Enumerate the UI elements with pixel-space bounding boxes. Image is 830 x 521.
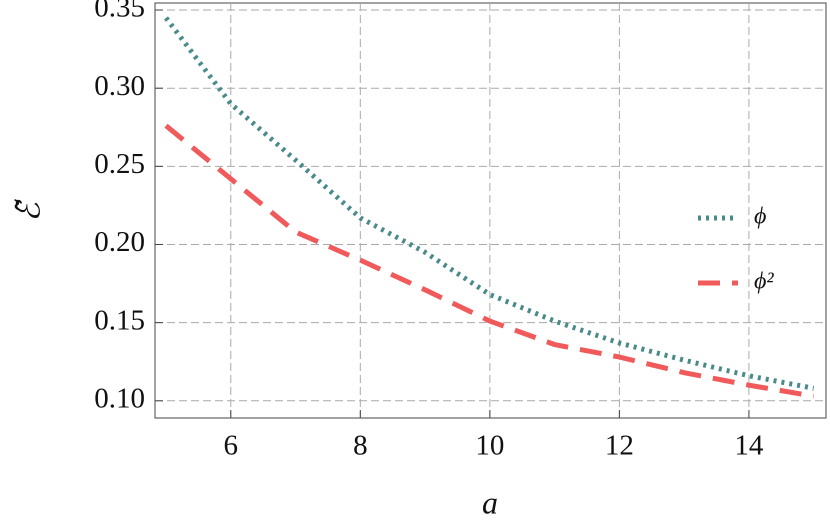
x-axis-label: a [482, 484, 498, 520]
x-tick-label: 12 [605, 430, 634, 462]
y-tick-label: 0.20 [94, 226, 145, 258]
y-tick-label: 0.35 [94, 0, 145, 24]
y-axis-label: ℰ̃ [10, 198, 46, 221]
legend-label: ϕ [754, 204, 766, 230]
y-tick-label: 0.15 [94, 304, 145, 336]
legend-label: ϕ² [754, 269, 774, 295]
y-tick-label: 0.25 [94, 148, 145, 180]
x-tick-label: 6 [224, 430, 239, 462]
y-tick-label: 0.30 [94, 70, 145, 102]
y-tick-label: 0.10 [94, 382, 145, 414]
series-line [164, 123, 815, 399]
x-tick-label: 10 [475, 430, 504, 462]
x-tick-label: 14 [734, 430, 764, 462]
series-line [164, 16, 815, 391]
plot-frame [154, 2, 827, 419]
x-tick-label: 8 [353, 430, 368, 462]
